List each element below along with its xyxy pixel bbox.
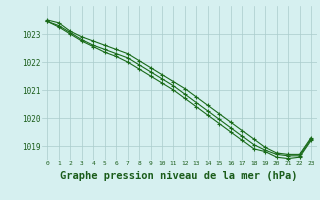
X-axis label: Graphe pression niveau de la mer (hPa): Graphe pression niveau de la mer (hPa) <box>60 171 298 181</box>
